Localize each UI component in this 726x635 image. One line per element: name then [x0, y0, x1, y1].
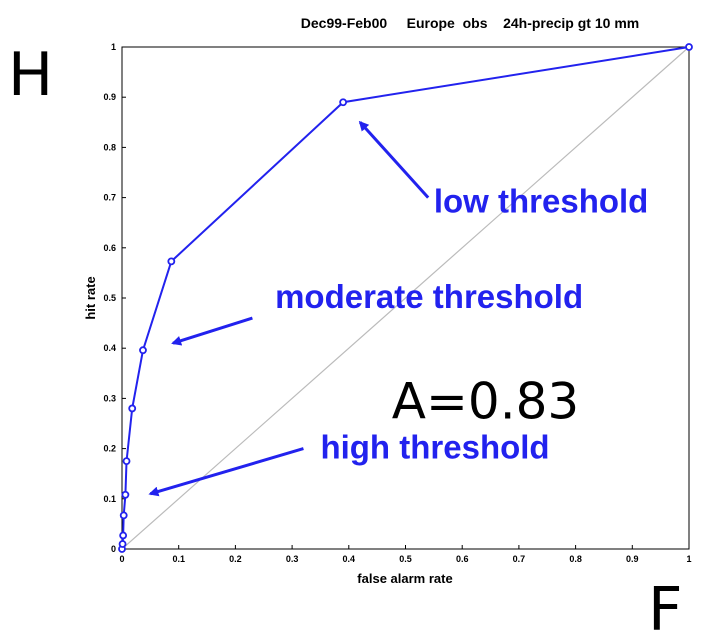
y-tick-label: 0.6	[103, 243, 116, 253]
x-tick-label: 0.3	[286, 554, 299, 564]
x-tick-label: 0.1	[172, 554, 185, 564]
roc-point	[118, 540, 127, 548]
chart-title: Dec99-Feb00 Europe obs 24h-precip gt 10 …	[301, 15, 639, 31]
roc-point	[128, 404, 137, 413]
y-tick-label: 0.2	[103, 444, 116, 454]
moderate-threshold-label: moderate threshold	[275, 278, 583, 315]
x-tick-label: 0.2	[229, 554, 242, 564]
y-tick-label: 0.7	[103, 193, 116, 203]
y-tick-label: 0	[111, 544, 116, 554]
moderate-threshold-arrow	[171, 316, 253, 346]
roc-point	[685, 43, 693, 51]
x-tick-label: 0.8	[569, 554, 582, 564]
diagonal-reference-line	[121, 46, 690, 550]
y-corner-label: H	[8, 40, 53, 110]
x-corner-label: F	[648, 575, 683, 635]
y-tick-label: 0.4	[103, 343, 116, 353]
y-tick-label: 0.1	[103, 494, 116, 504]
x-tick-label: 0	[119, 554, 124, 564]
x-tick-label: 0.5	[399, 554, 412, 564]
x-tick-label: 0.6	[456, 554, 469, 564]
roc-point	[122, 457, 131, 466]
high-threshold-arrow	[148, 447, 304, 497]
y-axis-label: hit rate	[83, 276, 98, 319]
y-tick-label: 1	[111, 42, 116, 52]
area-label: A=0.83	[392, 372, 579, 430]
x-tick-label: 0.7	[513, 554, 526, 564]
x-axis-label: false alarm rate	[357, 571, 452, 586]
roc-point	[119, 511, 128, 520]
roc-point	[121, 490, 130, 499]
roc-point	[119, 531, 128, 540]
roc-point	[139, 346, 147, 355]
low-threshold-arrow	[358, 120, 430, 199]
y-tick-label: 0.9	[103, 92, 116, 102]
x-tick-label: 1	[686, 554, 691, 564]
high-threshold-label: high threshold	[320, 429, 549, 466]
x-tick-label: 0.4	[343, 554, 356, 564]
y-tick-label: 0.8	[103, 142, 116, 152]
y-tick-label: 0.5	[103, 293, 116, 303]
low-threshold-label: low threshold	[434, 183, 648, 220]
roc-point	[339, 98, 348, 107]
y-tick-label: 0.3	[103, 393, 116, 403]
x-tick-label: 0.9	[626, 554, 639, 564]
roc-point	[167, 257, 176, 266]
